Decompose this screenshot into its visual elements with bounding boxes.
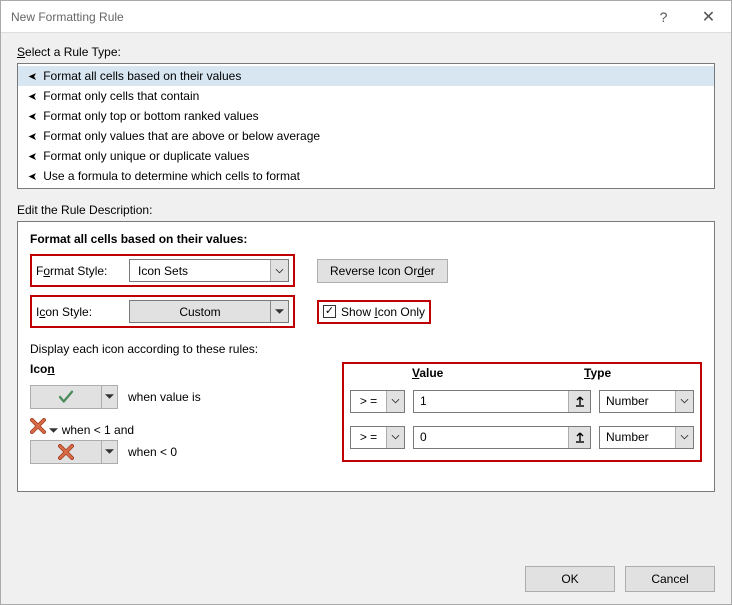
value-type-header: Value Type <box>350 366 694 380</box>
bullet-icon: ➤ <box>28 90 37 103</box>
icon-column-header: Icon <box>30 362 330 376</box>
titlebar: New Formatting Rule ? ✕ <box>1 1 731 33</box>
value-input[interactable]: 1 <box>413 390 591 413</box>
display-rules-label: Display each icon according to these rul… <box>30 342 702 356</box>
icon-style-label: Icon Style: <box>36 305 121 319</box>
rule-type-list: ➤ Format all cells based on their values… <box>17 63 715 189</box>
rule-description-panel: Format all cells based on their values: … <box>17 221 715 492</box>
chevron-down-icon <box>675 391 693 412</box>
rule-type-text: Use a formula to determine which cells t… <box>43 169 300 183</box>
format-style-label: Format Style: <box>36 264 121 278</box>
icon-picker[interactable] <box>30 385 118 409</box>
type-combo[interactable]: Number <box>599 390 694 413</box>
rule-type-item[interactable]: ➤ Format only top or bottom ranked value… <box>18 106 714 126</box>
type-header: Type <box>584 366 694 380</box>
show-icon-only-highlight: ✓ Show Icon Only <box>317 300 431 324</box>
range-selector-icon[interactable] <box>568 427 590 448</box>
ok-button[interactable]: OK <box>525 566 615 592</box>
edit-rule-description-label: Edit the Rule Description: <box>17 203 715 217</box>
when-text: when < 0 <box>128 445 177 459</box>
value-text: 0 <box>414 430 568 444</box>
value-type-row: > = 0 Number <box>350 422 694 452</box>
panel-subheading: Format all cells based on their values: <box>30 232 702 246</box>
when-text: when < 1 and <box>62 423 134 437</box>
dialog-title: New Formatting Rule <box>11 10 124 24</box>
rule-type-text: Format only cells that contain <box>43 89 199 103</box>
chevron-down-icon <box>270 260 288 281</box>
operator-combo[interactable]: > = <box>350 426 405 449</box>
show-icon-only-label: Show Icon Only <box>341 305 425 319</box>
chevron-down-icon <box>270 301 288 322</box>
value-type-highlight: Value Type > = 1 <box>342 362 702 462</box>
rule-type-text: Format only values that are above or bel… <box>43 129 320 143</box>
value-text: 1 <box>414 394 568 408</box>
bullet-icon: ➤ <box>28 110 37 123</box>
new-formatting-rule-dialog: New Formatting Rule ? ✕ Select a Rule Ty… <box>0 0 732 605</box>
bullet-icon: ➤ <box>28 150 37 163</box>
icon-picker[interactable] <box>30 440 118 464</box>
operator-value: > = <box>351 430 386 444</box>
operator-combo[interactable]: > = <box>350 390 405 413</box>
format-style-combo[interactable]: Icon Sets <box>129 259 289 282</box>
rule-type-item[interactable]: ➤ Use a formula to determine which cells… <box>18 166 714 186</box>
rule-type-text: Format only unique or duplicate values <box>43 149 249 163</box>
chevron-down-icon <box>675 427 693 448</box>
value-input[interactable]: 0 <box>413 426 591 449</box>
icon-rules-grid: Icon when value is <box>30 362 702 473</box>
select-rule-type-label: Select a Rule Type: <box>17 45 715 59</box>
bullet-icon: ➤ <box>28 70 37 83</box>
rule-type-item[interactable]: ➤ Format only values that are above or b… <box>18 126 714 146</box>
format-style-highlight: Format Style: Icon Sets <box>30 254 295 287</box>
icon-style-value: Custom <box>130 305 270 319</box>
help-button[interactable]: ? <box>641 1 686 33</box>
type-combo[interactable]: Number <box>599 426 694 449</box>
chevron-down-icon <box>386 391 404 412</box>
when-text: when value is <box>128 390 201 404</box>
icon-style-combo[interactable]: Custom <box>129 300 289 323</box>
chevron-down-icon <box>101 441 117 463</box>
type-value: Number <box>600 430 675 444</box>
icon-style-highlight: Icon Style: Custom <box>30 295 295 328</box>
bullet-icon: ➤ <box>28 130 37 143</box>
rule-type-text: Format all cells based on their values <box>43 69 241 83</box>
bullet-icon: ➤ <box>28 170 37 183</box>
show-icon-only-checkbox[interactable]: ✓ Show Icon Only <box>323 305 425 319</box>
operator-value: > = <box>351 394 386 408</box>
cross-icon <box>30 423 49 437</box>
rule-type-item[interactable]: ➤ Format all cells based on their values <box>18 66 714 86</box>
rule-type-item[interactable]: ➤ Format only unique or duplicate values <box>18 146 714 166</box>
check-icon <box>31 388 101 406</box>
icon-column: Icon when value is <box>30 362 330 473</box>
rule-type-text: Format only top or bottom ranked values <box>43 109 258 123</box>
icon-picker[interactable] <box>30 423 62 437</box>
chevron-down-icon <box>386 427 404 448</box>
dialog-footer: OK Cancel <box>525 566 715 592</box>
value-type-row: > = 1 Number <box>350 386 694 416</box>
dialog-body: Select a Rule Type: ➤ Format all cells b… <box>1 33 731 506</box>
chevron-down-icon <box>49 423 58 437</box>
range-selector-icon[interactable] <box>568 391 590 412</box>
rule-type-item[interactable]: ➤ Format only cells that contain <box>18 86 714 106</box>
cross-icon <box>31 444 101 460</box>
chevron-down-icon <box>101 386 117 408</box>
cancel-button[interactable]: Cancel <box>625 566 715 592</box>
icon-rule-row: when value is <box>30 382 330 412</box>
type-value: Number <box>600 394 675 408</box>
checkbox-box: ✓ <box>323 305 336 318</box>
icon-rule-row: when < 0 <box>30 437 330 467</box>
reverse-icon-order-button[interactable]: Reverse Icon Order <box>317 259 448 283</box>
icon-rule-row-highlight: when < 1 and <box>30 418 330 437</box>
format-style-value: Icon Sets <box>130 264 270 278</box>
close-button[interactable]: ✕ <box>686 1 731 33</box>
value-header: Value <box>412 366 574 380</box>
